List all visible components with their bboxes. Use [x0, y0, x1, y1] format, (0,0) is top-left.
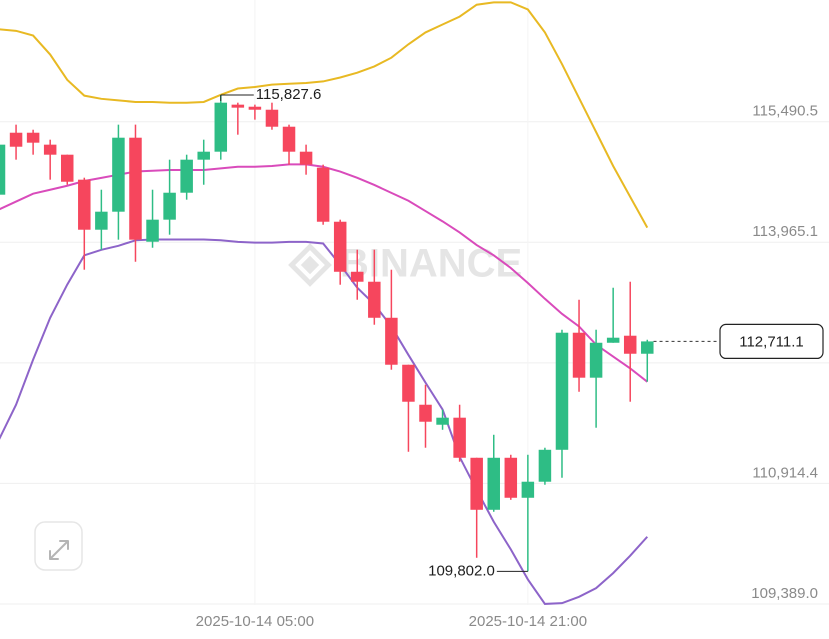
candle-body	[78, 179, 91, 230]
bands	[0, 1, 649, 605]
candle-body	[197, 151, 210, 160]
candle-body	[589, 342, 603, 378]
band-line	[0, 238, 649, 605]
high-marker-line	[220, 94, 254, 102]
candle-body	[436, 417, 449, 425]
x-tick-label: 2025-10-14 05:00	[196, 613, 314, 630]
candle-body	[129, 137, 142, 240]
candle-body	[504, 457, 518, 498]
candle-body	[316, 167, 330, 222]
last-price-label: 112,711.1	[739, 333, 804, 350]
candle-body	[146, 219, 159, 242]
candle-body	[26, 132, 40, 143]
candle-body	[231, 104, 245, 108]
annotations: 115,827.6 109,802.0 112,711.1	[220, 86, 824, 579]
candle-body	[282, 126, 296, 152]
watermark-text: BINANCE	[340, 242, 522, 286]
candle-body	[60, 154, 74, 182]
candle-body	[43, 144, 57, 155]
candle-body	[555, 332, 569, 450]
candle-body	[9, 132, 23, 147]
candle-body	[419, 404, 432, 422]
watermark: BINANCE	[288, 242, 522, 287]
candle-body	[641, 341, 654, 354]
candle-body	[385, 317, 398, 365]
candle-body	[180, 159, 193, 193]
candle-body	[163, 192, 176, 220]
x-tick-label: 2025-10-14 21:00	[469, 613, 587, 630]
candle-body	[572, 332, 586, 378]
last-price-box	[719, 323, 824, 360]
band-line	[0, 1, 649, 229]
watermark-logo	[288, 243, 332, 287]
candle-body	[368, 281, 381, 318]
high-marker-label: 115,827.6	[256, 86, 322, 103]
candle-body	[623, 335, 637, 354]
candle-body	[538, 449, 552, 482]
candle-body	[606, 337, 620, 343]
candle-body	[487, 457, 500, 510]
expand-button[interactable]	[34, 521, 83, 571]
y-tick-label: 113,965.1	[752, 223, 818, 240]
candle-body	[248, 106, 262, 110]
y-tick-label: 115,490.5	[752, 103, 818, 120]
low-marker-label: 109,802.0	[428, 562, 495, 579]
candle-body	[95, 211, 108, 230]
candle-body	[333, 221, 347, 272]
y-tick-label: 109,389.0	[751, 585, 818, 602]
candle-body	[112, 137, 125, 212]
candle-body	[299, 151, 313, 165]
candle-body	[521, 481, 535, 498]
candle-body	[402, 364, 415, 402]
candle-body	[265, 109, 279, 127]
candle-body	[0, 144, 6, 195]
expand-icon[interactable]	[49, 540, 69, 560]
candle-body	[214, 102, 228, 152]
candle-body	[351, 271, 364, 282]
y-tick-label: 110,914.4	[752, 464, 818, 481]
expand-button-frame[interactable]	[34, 521, 83, 571]
candle-body	[470, 457, 483, 510]
candles	[0, 95, 654, 572]
candle-body	[453, 417, 466, 458]
